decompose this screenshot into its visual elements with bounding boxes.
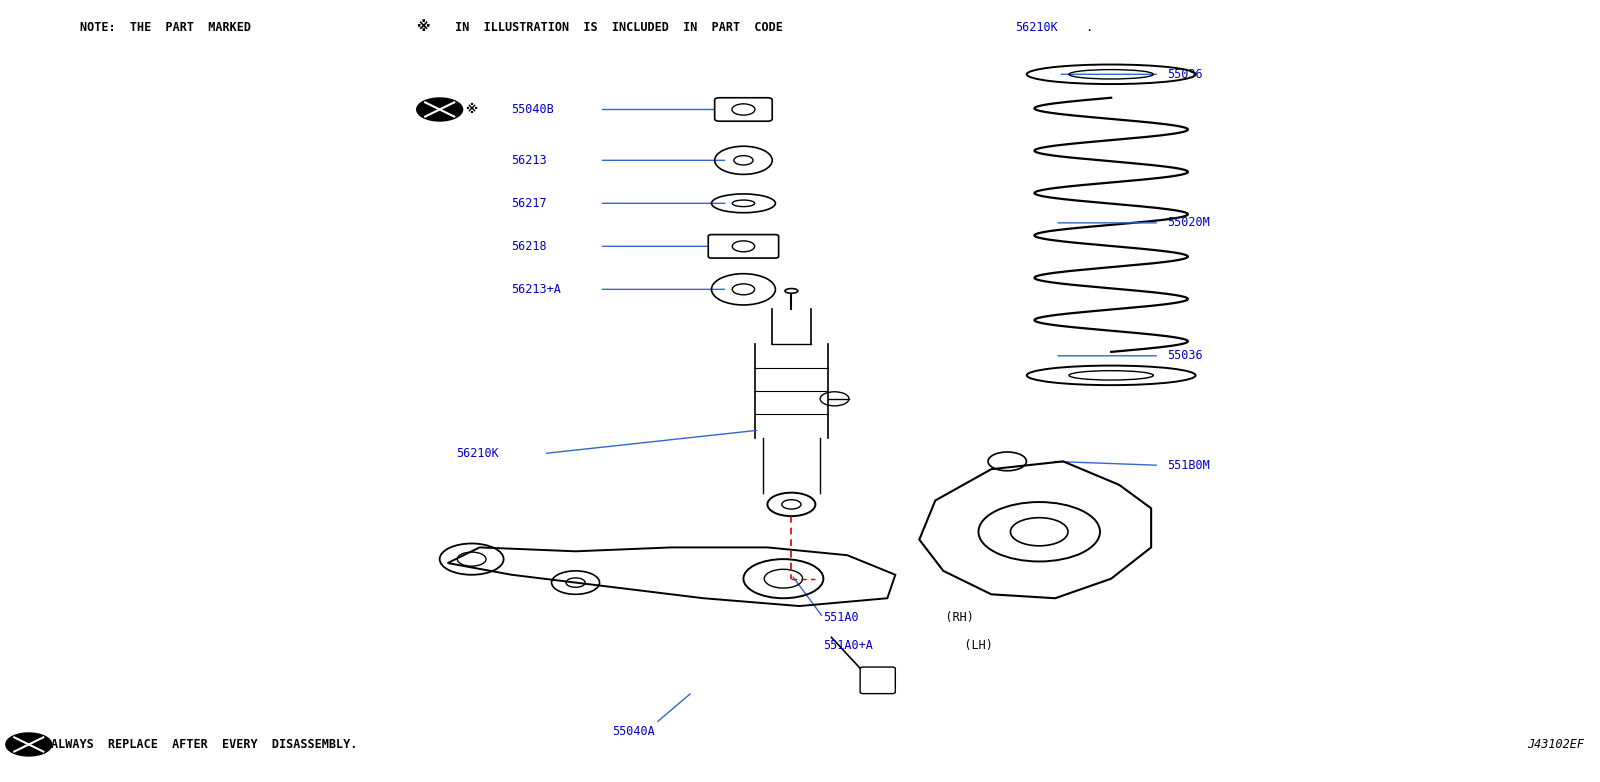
Text: ※: ※ bbox=[418, 20, 430, 34]
Text: .: . bbox=[1078, 21, 1093, 34]
FancyBboxPatch shape bbox=[709, 235, 779, 258]
Text: 55036: 55036 bbox=[1166, 68, 1203, 81]
Text: 55020M: 55020M bbox=[1166, 217, 1210, 229]
Text: (LH): (LH) bbox=[944, 639, 994, 651]
Text: IN  ILLUSTRATION  IS  INCLUDED  IN  PART  CODE: IN ILLUSTRATION IS INCLUDED IN PART CODE bbox=[448, 21, 782, 34]
Text: 56213: 56213 bbox=[512, 154, 547, 167]
Text: 551A0: 551A0 bbox=[824, 612, 859, 624]
FancyBboxPatch shape bbox=[715, 98, 773, 121]
Text: 55040A: 55040A bbox=[613, 725, 654, 737]
Text: 551B0M: 551B0M bbox=[1166, 459, 1210, 472]
Text: 56217: 56217 bbox=[512, 197, 547, 210]
Text: J43102EF: J43102EF bbox=[1526, 738, 1584, 751]
Text: 56210K: 56210K bbox=[1016, 21, 1058, 34]
Text: 56213+A: 56213+A bbox=[512, 283, 562, 296]
Circle shape bbox=[418, 99, 462, 120]
Ellipse shape bbox=[786, 289, 798, 293]
Text: 55040B: 55040B bbox=[512, 103, 554, 116]
Text: NOTE:  THE  PART  MARKED: NOTE: THE PART MARKED bbox=[80, 21, 251, 34]
Text: ※: ※ bbox=[466, 103, 478, 116]
Circle shape bbox=[6, 734, 51, 755]
Text: 56218: 56218 bbox=[512, 240, 547, 253]
Text: ALWAYS  REPLACE  AFTER  EVERY  DISASSEMBLY.: ALWAYS REPLACE AFTER EVERY DISASSEMBLY. bbox=[51, 738, 357, 751]
FancyBboxPatch shape bbox=[861, 667, 896, 694]
Text: 55036: 55036 bbox=[1166, 350, 1203, 362]
Text: 56210K: 56210K bbox=[456, 447, 499, 460]
Text: (RH): (RH) bbox=[925, 612, 974, 624]
Text: 551A0+A: 551A0+A bbox=[824, 639, 874, 651]
